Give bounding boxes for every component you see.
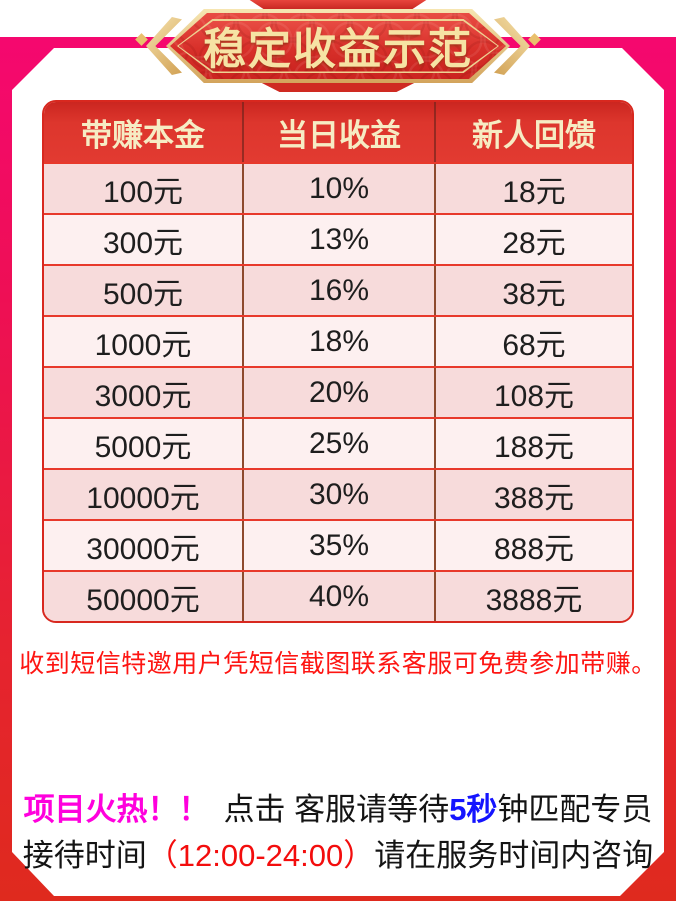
table-cell: 3888元 <box>434 572 632 621</box>
table-cell: 68元 <box>434 317 632 366</box>
earnings-table: 带赚本金 当日收益 新人回馈 100元 10% 18元 300元 13% 28元… <box>42 100 634 623</box>
table-cell: 10000元 <box>86 481 200 515</box>
table-header-principal: 带赚本金 <box>81 117 205 153</box>
table-cell: 300元 <box>102 226 184 260</box>
table-cell: 40% <box>242 572 434 621</box>
table-cell: 30000元 <box>86 532 200 566</box>
table-cell: 888元 <box>434 521 632 570</box>
banner-plaque-inner-field <box>178 20 498 72</box>
table-row: 5000元 25% 188元 <box>44 417 632 468</box>
table-cell: 188元 <box>434 419 632 468</box>
table-cell: 100元 <box>102 175 184 209</box>
service-hours-note: 请在服务时间内咨询 <box>374 838 654 873</box>
table-cell: 388元 <box>434 470 632 519</box>
footer-line-2: 接待时间（12:00-24:00）请在服务时间内咨询 <box>0 833 676 879</box>
banner-plaque: 稳定收益示范 <box>166 9 510 83</box>
service-hours-value: （12:00-24:00） <box>146 838 375 873</box>
table-row: 3000元 20% 108元 <box>44 366 632 417</box>
table-cell: 13% <box>242 215 434 264</box>
table-cell: 30% <box>242 470 434 519</box>
table-cell: 28元 <box>434 215 632 264</box>
table-row: 30000元 35% 888元 <box>44 519 632 570</box>
table-cell: 20% <box>242 368 434 417</box>
table-row: 500元 16% 38元 <box>44 264 632 315</box>
table-cell: 500元 <box>102 277 184 311</box>
table-cell: 5000元 <box>94 430 192 464</box>
table-cell: 38元 <box>434 266 632 315</box>
title-banner: 稳定收益示范 <box>135 0 541 92</box>
service-hours-label: 接待时间 <box>22 838 147 873</box>
table-cell: 1000元 <box>94 328 192 362</box>
footer-instructions: 项目火热！！ 点击 客服请等待5秒钟匹配专员 接待时间（12:00-24:00）请… <box>0 787 676 879</box>
table-cell: 35% <box>242 521 434 570</box>
table-header-daily-yield: 当日收益 <box>242 102 434 162</box>
click-service-text: 点击 客服请等待 <box>223 792 450 827</box>
table-cell: 10% <box>242 164 434 213</box>
match-specialist-text: 钟匹配专员 <box>497 792 653 827</box>
table-row: 300元 13% 28元 <box>44 213 632 264</box>
table-cell: 25% <box>242 419 434 468</box>
table-row: 100元 10% 18元 <box>44 162 632 213</box>
page-title: 稳定收益示范 <box>203 26 473 74</box>
footer-line-1: 项目火热！！ 点击 客服请等待5秒钟匹配专员 <box>0 787 676 833</box>
table-cell: 108元 <box>434 368 632 417</box>
wait-seconds-label: 5秒 <box>449 792 498 827</box>
table-row: 50000元 40% 3888元 <box>44 570 632 621</box>
table-cell: 50000元 <box>86 583 200 617</box>
sms-invite-notice: 收到短信特邀用户凭短信截图联系客服可免费参加带赚。 <box>19 650 657 678</box>
table-cell: 16% <box>242 266 434 315</box>
table-row: 10000元 30% 388元 <box>44 468 632 519</box>
table-header-row: 带赚本金 当日收益 新人回馈 <box>44 102 632 162</box>
table-cell: 18% <box>242 317 434 366</box>
table-row: 1000元 18% 68元 <box>44 315 632 366</box>
table-cell: 18元 <box>434 164 632 213</box>
table-header-newcomer-bonus: 新人回馈 <box>434 102 632 162</box>
project-hot-label: 项目火热！！ <box>23 792 210 827</box>
table-cell: 3000元 <box>94 379 192 413</box>
